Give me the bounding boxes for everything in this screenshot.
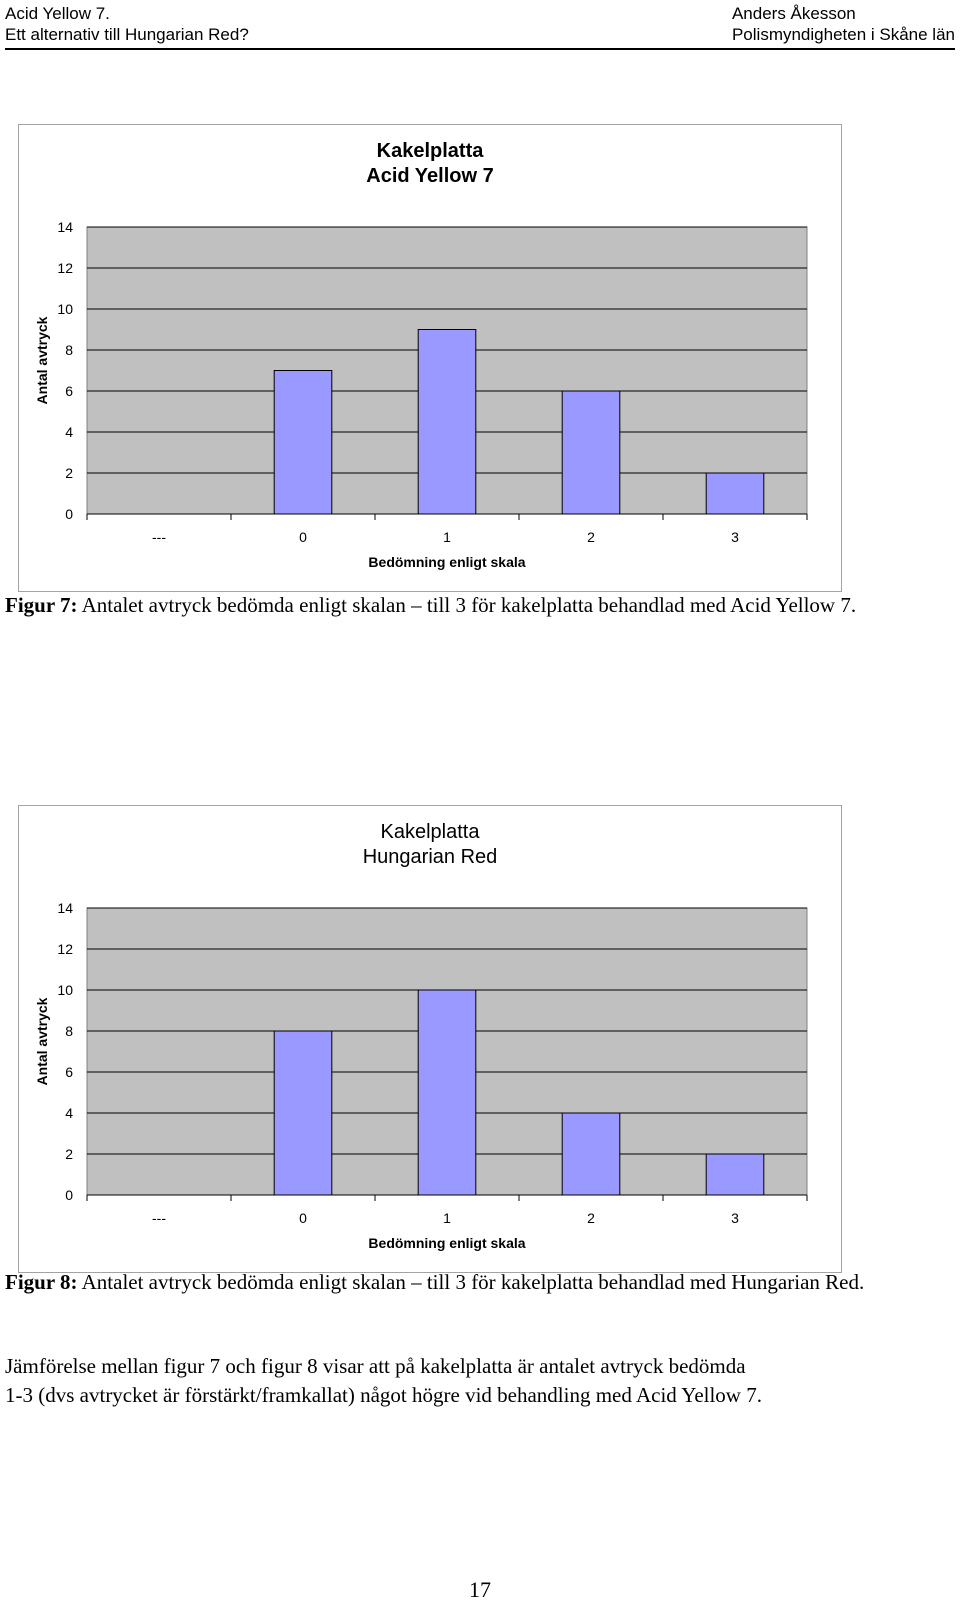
y-tick-label: 4 xyxy=(65,424,73,440)
y-tick-label: 0 xyxy=(65,1187,73,1203)
chart-title-line1: Kakelplatta xyxy=(380,821,480,843)
y-tick-label: 0 xyxy=(65,506,73,522)
x-axis-title: Bedömning enligt skala xyxy=(368,554,525,570)
x-tick-label: 2 xyxy=(587,1210,595,1226)
y-tick-label: 2 xyxy=(65,1146,73,1162)
header-author: Anders Åkesson xyxy=(731,4,856,23)
x-tick-label: 1 xyxy=(443,1210,451,1226)
bar xyxy=(273,370,333,515)
y-tick-label: 2 xyxy=(65,465,73,481)
y-tick-label: 6 xyxy=(65,383,73,399)
y-tick-label: 6 xyxy=(65,1064,73,1080)
bar xyxy=(705,1153,765,1196)
bar xyxy=(561,1112,621,1196)
bar xyxy=(417,329,477,515)
header-organization: Polismyndigheten i Skåne län xyxy=(731,25,955,44)
x-tick-label: 3 xyxy=(731,1210,739,1226)
y-axis-title: Antal avtryck xyxy=(34,997,50,1085)
y-tick-label: 14 xyxy=(57,219,73,235)
chart-title: Kakelplatta Hungarian Red xyxy=(19,820,841,870)
body-paragraph: Jämförelse mellan figur 7 och figur 8 vi… xyxy=(5,1352,935,1410)
bar xyxy=(705,472,765,515)
x-tick-label: --- xyxy=(152,529,166,545)
y-tick-label: 10 xyxy=(57,982,73,998)
chart-hungarian-red: Kakelplatta Hungarian Red 0 2 4 6 8 10 12 14 ---… xyxy=(18,805,842,1273)
x-tick-label: --- xyxy=(152,1210,166,1226)
y-tick-label: 10 xyxy=(57,301,73,317)
y-axis-title: Antal avtryck xyxy=(34,316,50,404)
figure-8-label: Figur 8: xyxy=(5,1270,78,1294)
bar xyxy=(417,989,477,1196)
x-tick-label: 3 xyxy=(731,529,739,545)
x-tick-label: 1 xyxy=(443,529,451,545)
figure-7-text: Antalet avtryck bedömda enligt skalan – … xyxy=(77,593,857,617)
paragraph-line-1: Jämförelse mellan figur 7 och figur 8 vi… xyxy=(5,1354,746,1378)
y-tick-label: 12 xyxy=(57,260,73,276)
chart-title: Kakelplatta Acid Yellow 7 xyxy=(19,139,841,189)
y-tick-label: 8 xyxy=(65,342,73,358)
header-doc-title: Acid Yellow 7. xyxy=(5,4,110,23)
figure-7-label: Figur 7: xyxy=(5,593,78,617)
page-header: Acid Yellow 7. Ett alternativ till Hunga… xyxy=(5,0,955,50)
y-tick-label: 12 xyxy=(57,941,73,957)
bar xyxy=(273,1030,333,1196)
y-tick-label: 8 xyxy=(65,1023,73,1039)
figure-8-caption: Figur 8: Antalet avtryck bedömda enligt … xyxy=(5,1268,925,1296)
figure-8-text: Antalet avtryck bedömda enligt skalan – … xyxy=(77,1270,865,1294)
header-doc-subtitle: Ett alternativ till Hungarian Red? xyxy=(5,25,249,44)
chart-title-line1: Kakelplatta xyxy=(376,140,484,162)
figure-7-caption: Figur 7: Antalet avtryck bedömda enligt … xyxy=(5,591,925,619)
x-axis-title: Bedömning enligt skala xyxy=(368,1235,525,1251)
x-tick-label: 0 xyxy=(299,529,307,545)
x-tick-label: 2 xyxy=(587,529,595,545)
chart-acid-yellow: Kakelplatta Acid Yellow 7 0 2 4 6 8 10 12 14 ---… xyxy=(18,124,842,592)
y-tick-label: 14 xyxy=(57,900,73,916)
bar xyxy=(561,390,621,515)
x-tick-label: 0 xyxy=(299,1210,307,1226)
y-tick-label: 4 xyxy=(65,1105,73,1121)
chart-title-line2: Acid Yellow 7 xyxy=(366,165,494,187)
chart-title-line2: Hungarian Red xyxy=(362,846,498,868)
paragraph-line-2: 1-3 (dvs avtrycket är förstärkt/framkall… xyxy=(5,1383,762,1407)
header-right: Anders Åkesson Polismyndigheten i Skåne … xyxy=(732,3,955,45)
page-number: 17 xyxy=(469,1577,491,1602)
header-left: Acid Yellow 7. Ett alternativ till Hunga… xyxy=(5,3,249,45)
